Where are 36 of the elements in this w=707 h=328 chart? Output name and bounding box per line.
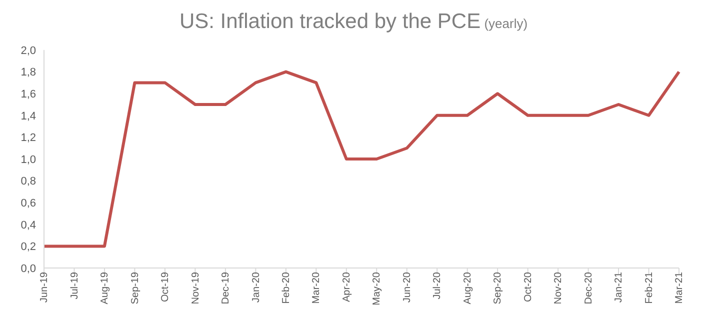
x-tick-label: Sep-20 [492, 272, 504, 304]
x-tick-label: Nov-20 [553, 272, 564, 304]
x-tick-label: Feb-20 [281, 272, 292, 304]
y-tick-label: 0,2 [20, 241, 36, 254]
x-tick-label: Oct-20 [522, 272, 534, 302]
x-tick-label: Oct-19 [160, 272, 172, 302]
y-tick-label: 1,2 [20, 132, 36, 144]
y-tick-label: 2,0 [20, 44, 36, 57]
x-tick-label: Nov-19 [190, 272, 202, 304]
x-tick-label: Apr-20 [341, 272, 352, 302]
y-tick-label: 1,8 [20, 66, 36, 79]
x-tick-label: Aug-19 [100, 272, 111, 304]
chart-title: US: Inflation tracked by the PCE [179, 10, 481, 33]
x-tick-label: Jul-19 [69, 272, 80, 300]
x-tick-label: Jun-19 [39, 272, 50, 303]
x-tick-label: Jun-20 [402, 272, 413, 303]
x-tick-label: Jan-21 [614, 272, 625, 303]
x-tick-label: May-20 [372, 272, 383, 306]
y-tick-label: 0,6 [20, 198, 36, 210]
x-tick-label: Mar-21 [674, 272, 686, 304]
x-tick-label: Feb-21 [644, 272, 655, 304]
x-tick-label: Jul-20 [432, 272, 444, 300]
x-tick-label: Aug-20 [462, 272, 474, 304]
y-tick-label: 0,0 [20, 262, 36, 275]
x-tick-label: Dec-20 [583, 272, 594, 304]
x-tick-label: Jan-20 [250, 272, 262, 303]
x-tick-label: Dec-19 [220, 272, 232, 304]
y-tick-label: 1,6 [20, 88, 36, 101]
y-tick-label: 0,4 [20, 219, 36, 232]
x-tick-label: Sep-19 [130, 272, 141, 304]
y-tick-label: 1,0 [20, 154, 36, 166]
y-tick-label: 1,4 [20, 110, 36, 122]
chart-subtitle: (yearly) [483, 16, 528, 31]
y-tick-label: 0,8 [20, 176, 36, 188]
line-series [42, 70, 680, 248]
x-tick-label: Mar-20 [311, 272, 322, 304]
